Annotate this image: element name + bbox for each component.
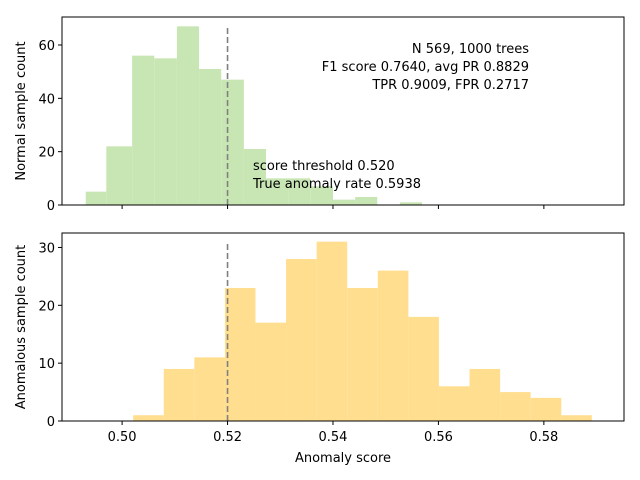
histogram-bar (347, 287, 378, 421)
histogram-bar (266, 178, 289, 205)
histogram-bar (132, 55, 155, 205)
y-tick-label: 20 (38, 299, 55, 314)
histogram-bar (194, 357, 225, 421)
anomaly-rate-annotation: True anomaly rate 0.5938 (252, 177, 421, 192)
anomalous-bars (133, 241, 592, 421)
histogram-bar (332, 199, 356, 205)
histogram-bar (530, 397, 562, 421)
histogram-bar (310, 186, 333, 205)
histogram-bar (355, 197, 378, 205)
normal-bars (85, 26, 423, 205)
histogram-bar (133, 415, 164, 421)
bottom-y-ticks: 0 10 20 30 (38, 241, 62, 430)
top-y-axis-label: Normal sample count (14, 41, 29, 180)
x-tick-label: 0.56 (424, 430, 453, 445)
y-tick-label: 40 (38, 92, 55, 107)
anomalous-histogram-panel: 0 10 20 30 0.50 0.52 0.54 0.56 0.58 Anomalous s… (14, 232, 625, 466)
bottom-y-axis-label: Anomalous sample count (14, 245, 29, 410)
histogram-bar (469, 368, 501, 421)
y-tick-label: 0 (47, 199, 55, 214)
histogram-bar (288, 178, 311, 205)
summary-line-2: F1 score 0.7640, avg PR 0.8829 (322, 60, 529, 75)
histogram-bar (221, 79, 244, 205)
threshold-annotation: score threshold 0.520 (253, 159, 395, 174)
histogram-bar (199, 69, 222, 205)
histogram-bar (106, 146, 133, 205)
histogram-bar (561, 415, 592, 421)
histogram-bar (163, 368, 195, 421)
y-tick-label: 60 (38, 39, 55, 54)
summary-line-3: TPR 0.9009, FPR 0.2717 (371, 78, 529, 93)
histogram-bar (154, 58, 177, 205)
bottom-x-ticks: 0.50 0.52 0.54 0.56 0.58 (108, 421, 558, 445)
histogram-bar (176, 26, 200, 205)
y-tick-label: 10 (38, 357, 55, 372)
x-tick-label: 0.50 (108, 430, 137, 445)
histogram-bar (408, 316, 439, 421)
y-tick-label: 20 (38, 146, 55, 161)
histogram-bar (500, 392, 531, 421)
x-tick-label: 0.58 (529, 430, 558, 445)
x-tick-label: 0.54 (319, 430, 348, 445)
histogram-bar (377, 270, 409, 421)
normal-histogram-panel: 0 20 40 60 Normal sample count N 569, 1000 … (14, 16, 625, 214)
y-tick-label: 30 (38, 241, 55, 256)
y-tick-label: 0 (47, 415, 55, 430)
bottom-plot-frame (61, 232, 625, 422)
histogram-bar (438, 386, 470, 421)
top-y-ticks: 0 20 40 60 (38, 39, 62, 214)
summary-line-1: N 569, 1000 trees (412, 42, 529, 57)
x-tick-label: 0.52 (213, 430, 242, 445)
histogram-bar (224, 287, 256, 421)
histogram-bar (243, 149, 267, 205)
histogram-bar (399, 202, 423, 205)
top-x-ticks (121, 205, 545, 209)
bottom-x-axis-label: Anomaly score (295, 451, 391, 466)
histogram-bar (286, 259, 317, 421)
top-plot-frame (61, 16, 625, 206)
histogram-bar (85, 191, 107, 205)
histogram-bar (316, 241, 348, 421)
histogram-bar (255, 322, 287, 421)
